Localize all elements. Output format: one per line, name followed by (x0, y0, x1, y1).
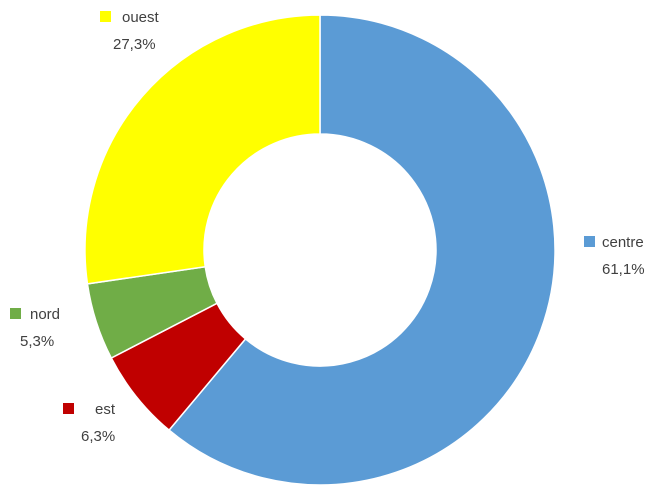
legend-swatch-est (63, 403, 74, 414)
label-value-centre: 61,1% (602, 261, 645, 278)
slice-ouest (84, 14, 321, 285)
label-value-est: 6,3% (81, 428, 115, 445)
label-value-nord: 5,3% (20, 333, 54, 350)
legend-swatch-ouest (100, 11, 111, 22)
label-name-nord: nord (30, 306, 60, 323)
label-name-est: est (95, 401, 116, 418)
data-labels: centre 61,1% est 6,3% nord 5,3% ouest 27,3% (10, 9, 645, 445)
label-value-ouest: 27,3% (113, 36, 156, 53)
legend-swatch-nord (10, 308, 21, 319)
legend-swatch-centre (584, 236, 595, 247)
donut-slices (84, 14, 556, 486)
label-name-centre: centre (602, 234, 644, 251)
slice-centre (168, 14, 556, 486)
label-name-ouest: ouest (122, 9, 160, 26)
